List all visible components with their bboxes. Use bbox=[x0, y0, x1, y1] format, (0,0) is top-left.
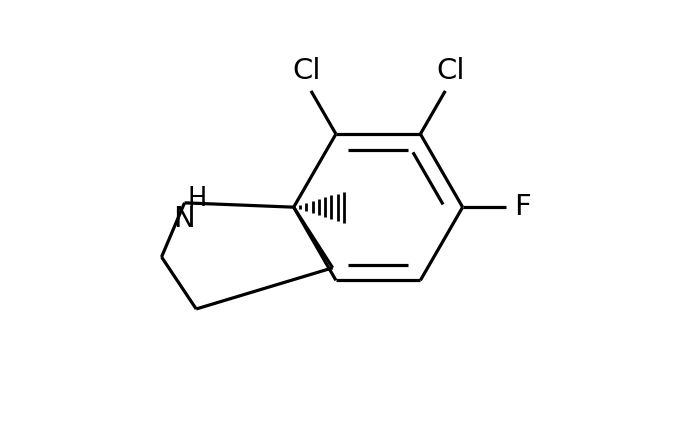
Text: F: F bbox=[514, 193, 531, 221]
Text: N: N bbox=[173, 205, 195, 233]
Text: Cl: Cl bbox=[293, 58, 321, 85]
Text: Cl: Cl bbox=[436, 58, 465, 85]
Text: H: H bbox=[188, 185, 207, 211]
